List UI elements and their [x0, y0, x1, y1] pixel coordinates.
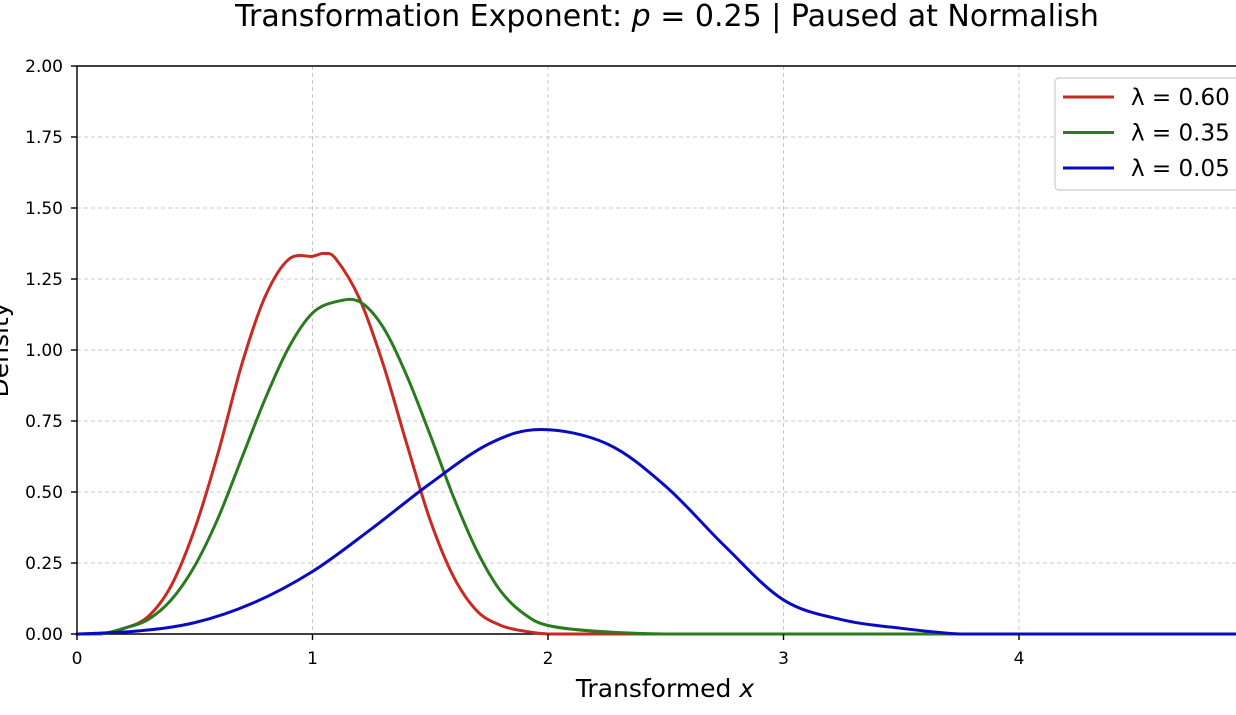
x-axis-title: Transformed x [575, 674, 755, 703]
title-suffix: = 0.25 | Paused at Normalish [651, 0, 1099, 34]
legend-label-1: λ = 0.35 [1131, 121, 1230, 147]
title-variable: p [631, 0, 651, 34]
grid-layer [77, 66, 1236, 634]
x-axis-title-text: Transformed [575, 674, 740, 703]
series-line-1 [75, 297, 1236, 636]
legend: λ = 0.60 λ = 0.35 λ = 0.05 [1054, 77, 1236, 191]
x-tick-label: 3 [778, 649, 789, 669]
x-tick-label: 0 [72, 649, 83, 669]
x-tick-label: 4 [1014, 649, 1025, 669]
y-tick-label: 1.00 [25, 341, 63, 361]
series-line-0 [75, 251, 1236, 636]
x-tick-label: 2 [543, 649, 554, 669]
y-tick-label: 1.50 [25, 199, 63, 219]
series-line-2 [75, 428, 1236, 636]
legend-label-0: λ = 0.60 [1131, 85, 1230, 111]
y-axis-title: Density [0, 302, 14, 397]
series-layer [75, 251, 1236, 636]
y-tick-label: 1.25 [25, 270, 63, 290]
y-tick-label: 0.50 [25, 483, 63, 503]
x-tick-label: 1 [307, 649, 318, 669]
y-tick-label: 1.75 [25, 128, 63, 148]
title-prefix: Transformation Exponent: [234, 0, 632, 34]
chart-title: Transformation Exponent: p = 0.25 | Paus… [234, 0, 1099, 34]
y-tick-label: 0.25 [25, 554, 63, 574]
legend-box [1054, 77, 1236, 191]
y-tick-label: 0.75 [25, 412, 63, 432]
y-tick-label: 2.00 [25, 57, 63, 77]
tick-label-layer: 0 1 2 3 4 0.00 0.25 0.50 0.75 1.00 1.25 1.50 1.75 2.0… [25, 57, 1024, 669]
legend-label-2: λ = 0.05 [1131, 156, 1230, 182]
x-axis-title-variable: x [738, 674, 754, 703]
y-tick-label: 0.00 [25, 625, 63, 645]
